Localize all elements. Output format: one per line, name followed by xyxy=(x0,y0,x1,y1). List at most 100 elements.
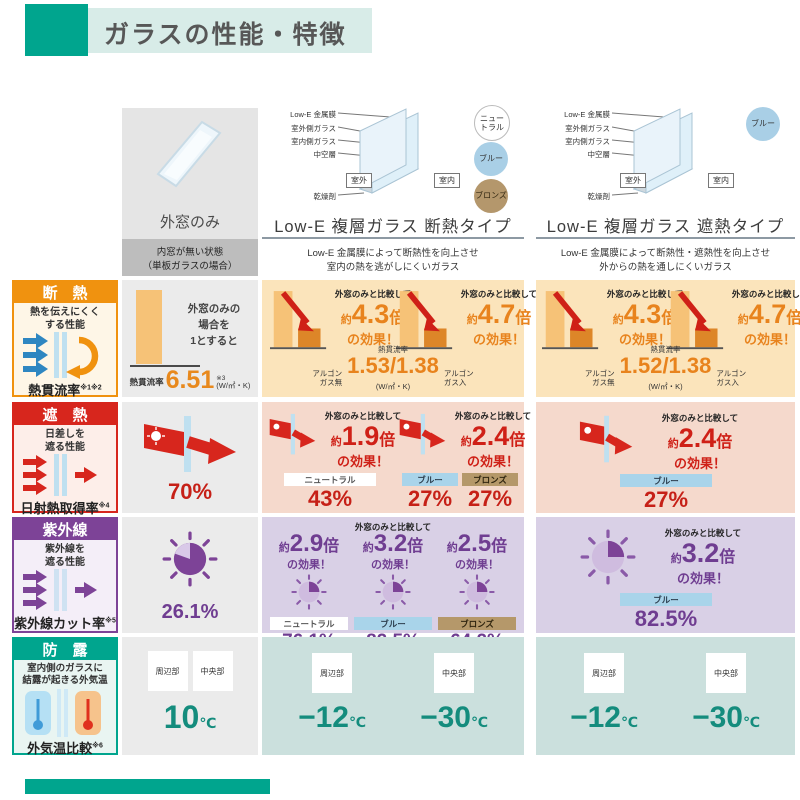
effect-label: の効果！ xyxy=(743,332,796,347)
times-unit: 倍 xyxy=(786,310,800,327)
compare-label: 外窓のみと比較して xyxy=(334,289,412,299)
value-note: ※3 xyxy=(216,374,226,382)
chip-bronze: ブロンズ xyxy=(438,617,516,630)
condensation-baseline-cell: 周辺部 中央部 10℃ xyxy=(122,637,258,755)
times-value: 4.3 xyxy=(351,299,390,329)
row-shading-card: 遮 熱 日差しを 遮る性能 日射熱取得率※4 xyxy=(12,402,118,516)
chip-center: 中央部 xyxy=(706,653,746,693)
times-value: 1.9 xyxy=(341,421,380,451)
times-value: 4.3 xyxy=(623,299,662,329)
metric-text: 紫外線カット率 xyxy=(14,616,106,631)
diagram-inside-box: 室内 xyxy=(708,173,734,188)
chip-blue: ブルー xyxy=(354,617,432,630)
badge-blue: ブルー xyxy=(746,107,780,141)
times-unit: 倍 xyxy=(323,538,340,555)
uv-stack: 約3.2倍 の効果！ ブルー 82.5% xyxy=(351,521,435,651)
temp-unit: ℃ xyxy=(199,715,217,731)
position-chips: 周辺部 中央部 xyxy=(122,651,258,691)
sun-arrow-icon xyxy=(269,413,316,455)
effect-group: 外窓のみと比較して 約4.7倍 の効果！ xyxy=(396,288,542,354)
times-value: 4.7 xyxy=(477,299,516,329)
row-shading-trait: 日差しを 遮る性能 xyxy=(45,429,85,453)
compare-label: 外窓のみと比較して xyxy=(664,528,742,538)
chip-neutral: ニュートラル xyxy=(284,473,376,486)
effect-label: の効果！ xyxy=(673,456,726,471)
baseline-column-header: 外窓のみ xyxy=(122,108,258,239)
row-insulation-label: 断 熱 xyxy=(14,282,116,303)
metric-note: ※1※2 xyxy=(80,384,102,392)
sun-pie-icon xyxy=(291,574,327,610)
times-value: 3.2 xyxy=(373,530,408,557)
approx: 約 xyxy=(278,542,290,554)
baseline-value: 26.1% xyxy=(161,601,219,623)
approx: 約 xyxy=(460,436,472,448)
approx: 約 xyxy=(737,314,749,326)
row-uv-card: 紫外線 紫外線を 遮る性能 紫外線カット率※5 xyxy=(12,517,118,633)
chip-value: 43% xyxy=(307,486,353,511)
temp-number: −30 xyxy=(692,701,743,734)
uv-mid-cell: 外窓のみと比較して 約2.9倍 の効果！ ニュートラル 76.1% 約3.2倍 … xyxy=(262,517,524,651)
temp-number: 10 xyxy=(163,699,200,735)
badge-bronze: ブロンズ xyxy=(474,179,508,213)
temp-number: −12 xyxy=(570,701,621,734)
chip-center: 中央部 xyxy=(192,651,233,691)
no-argon-label: アルゴン ガス無 xyxy=(584,369,615,387)
effect-group: 外窓のみと比較して 約1.9倍 の効果！ xyxy=(268,410,402,470)
uv-baseline-cell: 26.1% xyxy=(122,517,258,633)
diagram-label-outer-glass: 室外側ガラス xyxy=(565,124,610,133)
temp-number: −12 xyxy=(298,701,349,734)
baseline-bar xyxy=(136,290,162,364)
diagram-label-desiccant: 乾燥剤 xyxy=(313,192,337,201)
chip-bronze: ブロンズ xyxy=(462,473,518,486)
effect-label: の効果！ xyxy=(371,559,415,571)
approx: 約 xyxy=(330,436,342,448)
chip-value-stack: ニュートラル 43% xyxy=(284,473,376,510)
uv-right-cell: 外窓のみと比較して 約3.2倍 の効果！ ブルー 82.5% xyxy=(536,517,795,633)
sun-arrow-icon xyxy=(399,413,446,455)
chip-value: 27% xyxy=(467,486,513,511)
metric-label: 熱貫流率 xyxy=(378,345,408,354)
compare-label: 外窓のみと比較して xyxy=(354,522,432,532)
sun-pie-icon xyxy=(162,531,218,587)
row-insulation-metric: 熱貫流率※1※2 xyxy=(28,380,101,399)
row-condensation-label: 防 露 xyxy=(14,639,116,660)
metric-text: 外気温比較 xyxy=(27,740,93,756)
row-shading-metric: 日射熱取得率※4 xyxy=(21,498,110,517)
row-uv-metric: 紫外線カット率※5 xyxy=(14,613,116,632)
times-unit: 倍 xyxy=(407,538,424,555)
row-uv-trait: 紫外線を 遮る性能 xyxy=(45,544,85,568)
bar-compare-chart xyxy=(396,291,453,350)
chip-center: 中央部 xyxy=(434,653,474,693)
thermometer-icon xyxy=(25,688,101,737)
diagram-inside-box: 室内 xyxy=(434,173,460,188)
metric-label: 熱貫流率 xyxy=(650,345,681,354)
times-unit: 倍 xyxy=(491,538,508,555)
diagram-label-outer-glass: 室外側ガラス xyxy=(291,124,336,133)
temperature: −30℃ xyxy=(404,703,504,733)
uv-stack: 約2.5倍 の効果！ ブロンズ 64.2% xyxy=(435,521,519,651)
double-glazing-diagram xyxy=(612,108,694,196)
value-unit: (W/㎡・K) xyxy=(648,382,683,391)
effect-label: の効果！ xyxy=(346,332,399,347)
effect-label: の効果！ xyxy=(336,454,389,469)
temperature: 10℃ xyxy=(122,701,258,733)
approx: 約 xyxy=(340,314,352,326)
temperature: −30℃ xyxy=(676,703,776,733)
temp-stack: 中央部 −30℃ xyxy=(676,653,776,733)
chip-value-stack: ブルー 27% xyxy=(620,474,712,511)
chip-value: 82.5% xyxy=(634,606,698,631)
heat-flow-icon xyxy=(23,332,99,379)
with-argon-label: アルゴン ガス入 xyxy=(716,369,747,387)
times-unit: 倍 xyxy=(379,432,396,449)
diagram-label-inner-glass: 室内側ガラス xyxy=(291,137,336,146)
metric-note: ※6 xyxy=(92,742,103,750)
times-value: 2.4 xyxy=(471,421,510,451)
metric-text: 日射熱取得率 xyxy=(20,501,99,516)
chip-edge: 周辺部 xyxy=(147,651,188,691)
insulation-column-title: Low-E 複層ガラス 断熱タイプ xyxy=(262,213,524,239)
u-value: 1.53/1.38 xyxy=(347,353,439,378)
compare-label: 外窓のみと比較して xyxy=(606,289,684,299)
diagram-outside-box: 室外 xyxy=(346,173,372,188)
temp-number: −30 xyxy=(420,701,471,734)
approx: 約 xyxy=(446,542,458,554)
